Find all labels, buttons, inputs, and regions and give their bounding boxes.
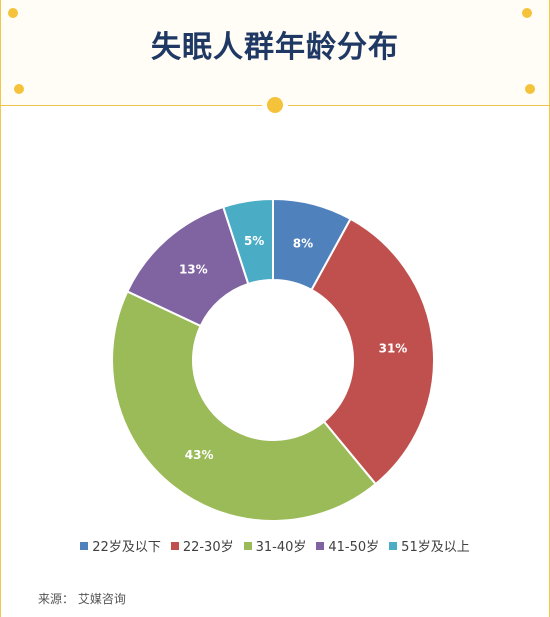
source-note: 来源： 艾媒咨询: [38, 592, 126, 606]
header-band: [0, 0, 550, 106]
legend-item-5: 51岁及以上: [389, 536, 470, 555]
slice-data-label-4: 13%: [179, 263, 208, 277]
donut-chart: 8% 31% 43% 13% 5%: [111, 197, 435, 522]
chart-legend: 22岁及以下 22-30岁 31-40岁 41-50岁 51岁及以上: [0, 536, 550, 555]
slice-data-label-5: 5%: [244, 234, 264, 248]
decor-dot-top-right: [522, 8, 532, 18]
legend-swatch: [316, 541, 325, 550]
legend-label: 22-30岁: [182, 540, 234, 555]
donut-slice-5: [221, 197, 274, 286]
header-rule-left: [0, 105, 262, 106]
legend-label: 41-50岁: [328, 540, 380, 555]
legend-item-1: 22岁及以下: [80, 536, 161, 555]
decor-dot-top-left: [8, 8, 18, 18]
legend-swatch: [170, 541, 179, 550]
donut-slice-3: [111, 290, 378, 522]
legend-label: 22岁及以下: [92, 540, 161, 555]
header-rule-right: [288, 105, 550, 106]
legend-swatch: [80, 541, 89, 550]
decor-dot-bottom-right: [525, 84, 535, 94]
legend-item-3: 31-40岁: [243, 536, 307, 555]
legend-swatch: [389, 541, 398, 550]
decor-dot-bottom-left: [14, 84, 24, 94]
legend-label: 31-40岁: [255, 540, 307, 555]
legend-item-4: 41-50岁: [316, 536, 379, 555]
slice-data-label-1: 8%: [293, 236, 313, 250]
legend-item-2: 22-30岁: [170, 536, 234, 555]
chart-title: 失眠人群年龄分布: [151, 30, 399, 65]
legend-swatch: [243, 541, 252, 550]
slice-data-label-2: 31%: [379, 342, 408, 356]
slice-data-label-3: 43%: [185, 448, 214, 462]
donut-slice-2: [310, 217, 435, 486]
frame-border-left: [0, 0, 1, 617]
legend-label: 51岁及以上: [401, 540, 470, 555]
decor-dot-center: [267, 97, 283, 113]
